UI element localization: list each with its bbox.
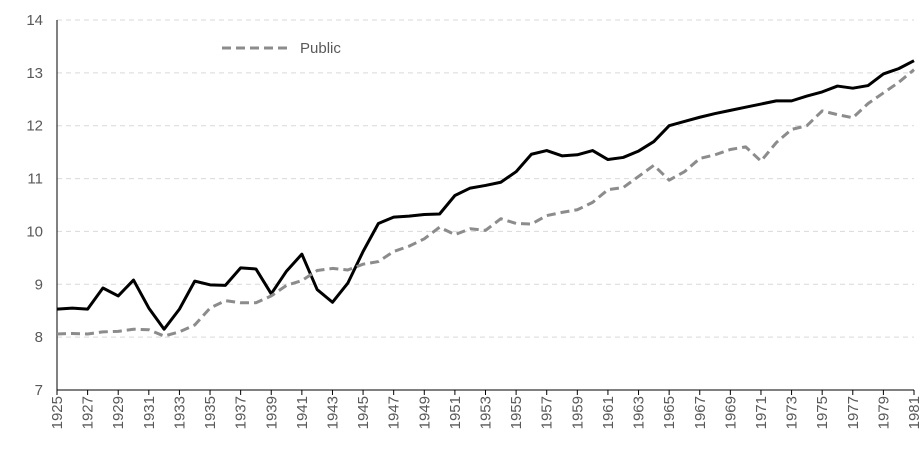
x-tick-label: 1971 bbox=[753, 396, 770, 429]
y-tick-label: 9 bbox=[35, 276, 43, 293]
x-tick-label: 1937 bbox=[233, 396, 250, 429]
x-tick-label: 1979 bbox=[875, 396, 892, 429]
x-tick-label: 1975 bbox=[814, 396, 831, 429]
y-tick-label: 10 bbox=[26, 223, 43, 240]
x-tick-label: 1957 bbox=[539, 396, 556, 429]
x-tick-label: 1955 bbox=[508, 396, 525, 429]
x-tick-label: 1933 bbox=[171, 396, 188, 429]
x-tick-label: 1945 bbox=[355, 396, 372, 429]
x-tick-label: 1977 bbox=[845, 396, 862, 429]
x-tick-label: 1969 bbox=[722, 396, 739, 429]
y-tick-label: 8 bbox=[35, 329, 43, 346]
x-tick-label: 1943 bbox=[324, 396, 341, 429]
x-tick-label: 1973 bbox=[784, 396, 801, 429]
x-tick-label: 1931 bbox=[141, 396, 158, 429]
x-tick-label: 1959 bbox=[569, 396, 586, 429]
x-tick-label: 1951 bbox=[447, 396, 464, 429]
x-tick-label: 1953 bbox=[478, 396, 495, 429]
x-tick-label: 1981 bbox=[906, 396, 923, 429]
y-tick-label: 14 bbox=[26, 12, 43, 29]
x-tick-label: 1965 bbox=[661, 396, 678, 429]
series-line bbox=[56, 68, 915, 338]
x-tick-label: 1935 bbox=[202, 396, 219, 429]
x-tick-label: 1963 bbox=[631, 396, 648, 429]
y-tick-label: 7 bbox=[35, 382, 43, 399]
x-tick-label: 1927 bbox=[80, 396, 97, 429]
series-line bbox=[56, 59, 915, 331]
x-tick-label: 1925 bbox=[49, 396, 66, 429]
x-tick-label: 1961 bbox=[600, 396, 617, 429]
x-tick-label: 1967 bbox=[692, 396, 709, 429]
x-tick-label: 1941 bbox=[294, 396, 311, 429]
x-tick-label: 1947 bbox=[386, 396, 403, 429]
y-tick-label: 13 bbox=[26, 65, 43, 82]
x-tick-label: 1949 bbox=[416, 396, 433, 429]
legend-label: Public bbox=[300, 40, 341, 57]
y-tick-label: 12 bbox=[26, 118, 43, 135]
x-tick-label: 1939 bbox=[263, 396, 280, 429]
y-tick-label: 11 bbox=[27, 171, 43, 188]
x-tick-label: 1929 bbox=[110, 396, 127, 429]
